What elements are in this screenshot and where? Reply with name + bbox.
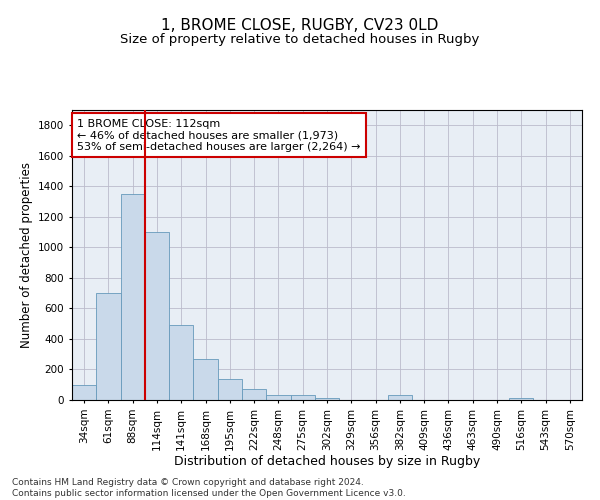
Bar: [96, 293, 121, 400]
Bar: [145, 232, 169, 400]
Bar: [315, 398, 339, 400]
Text: Size of property relative to detached houses in Rugby: Size of property relative to detached ho…: [121, 32, 479, 46]
Bar: [218, 378, 242, 400]
Bar: [290, 394, 315, 400]
Bar: [509, 398, 533, 400]
Bar: [242, 390, 266, 400]
Bar: [72, 384, 96, 400]
Bar: [193, 359, 218, 400]
X-axis label: Distribution of detached houses by size in Rugby: Distribution of detached houses by size …: [174, 456, 480, 468]
Bar: [388, 396, 412, 400]
Bar: [169, 325, 193, 400]
Bar: [121, 194, 145, 400]
Text: 1 BROME CLOSE: 112sqm
← 46% of detached houses are smaller (1,973)
53% of semi-d: 1 BROME CLOSE: 112sqm ← 46% of detached …: [77, 118, 361, 152]
Y-axis label: Number of detached properties: Number of detached properties: [20, 162, 32, 348]
Bar: [266, 394, 290, 400]
Text: Contains HM Land Registry data © Crown copyright and database right 2024.
Contai: Contains HM Land Registry data © Crown c…: [12, 478, 406, 498]
Text: 1, BROME CLOSE, RUGBY, CV23 0LD: 1, BROME CLOSE, RUGBY, CV23 0LD: [161, 18, 439, 32]
